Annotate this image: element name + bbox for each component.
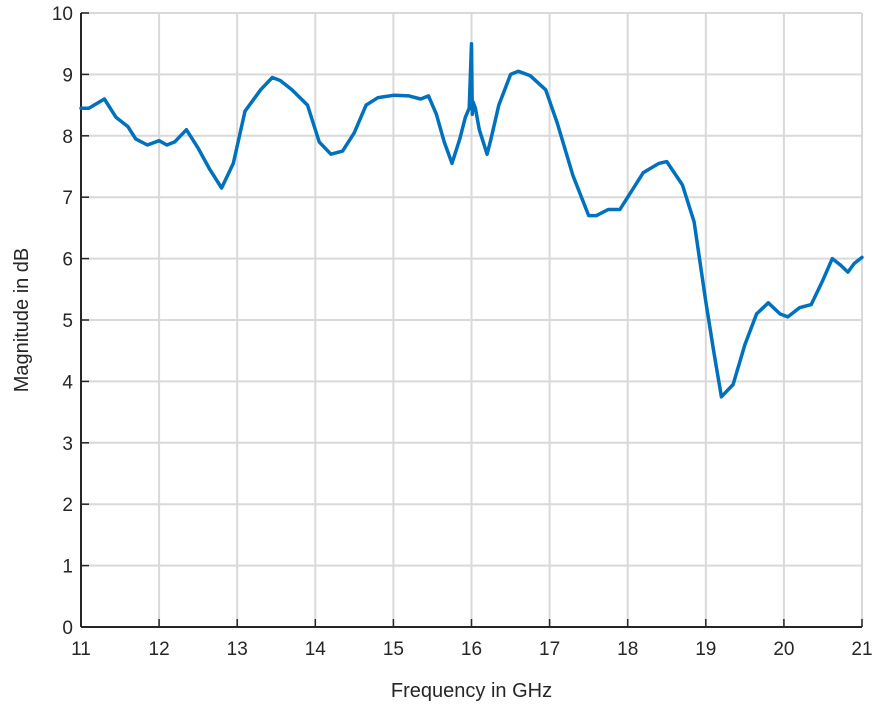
x-tick-label: 11: [71, 639, 91, 660]
y-tick-label: 5: [62, 311, 73, 332]
x-tick-label: 16: [461, 639, 482, 660]
y-tick-label: 8: [62, 127, 73, 148]
x-tick-labels: 11 12 13 14 15 16 17 18 19 20 21: [71, 639, 872, 660]
y-axis-label: Magnitude in dB: [11, 248, 33, 393]
series-layer: [79, 41, 864, 399]
x-tick-label: 13: [227, 639, 248, 660]
y-tick-label: 9: [62, 65, 73, 86]
x-tick-label: 12: [149, 639, 170, 660]
y-tick-label: 6: [62, 250, 73, 271]
y-tick-label: 1: [62, 557, 73, 578]
x-tick-label: 20: [773, 639, 794, 660]
y-tick-labels: 0 1 2 3 4 5 6 7 8 9 10: [52, 4, 74, 639]
x-tick-label: 21: [851, 639, 872, 660]
x-tick-label: 18: [617, 639, 638, 660]
x-tick-label: 14: [305, 639, 327, 660]
x-axis-label: Frequency in GHz: [391, 680, 552, 702]
y-tick-label: 0: [62, 618, 73, 639]
y-tick-label: 7: [62, 188, 73, 209]
x-tick-label: 19: [695, 639, 716, 660]
y-tick-label: 4: [62, 372, 73, 393]
x-tick-label: 15: [383, 639, 404, 660]
y-tick-label: 10: [52, 4, 73, 25]
axes: [80, 12, 863, 628]
x-tick-label: 17: [539, 639, 560, 660]
series-line: [79, 41, 864, 399]
y-tick-label: 2: [62, 495, 73, 516]
y-tick-label: 3: [62, 434, 73, 455]
